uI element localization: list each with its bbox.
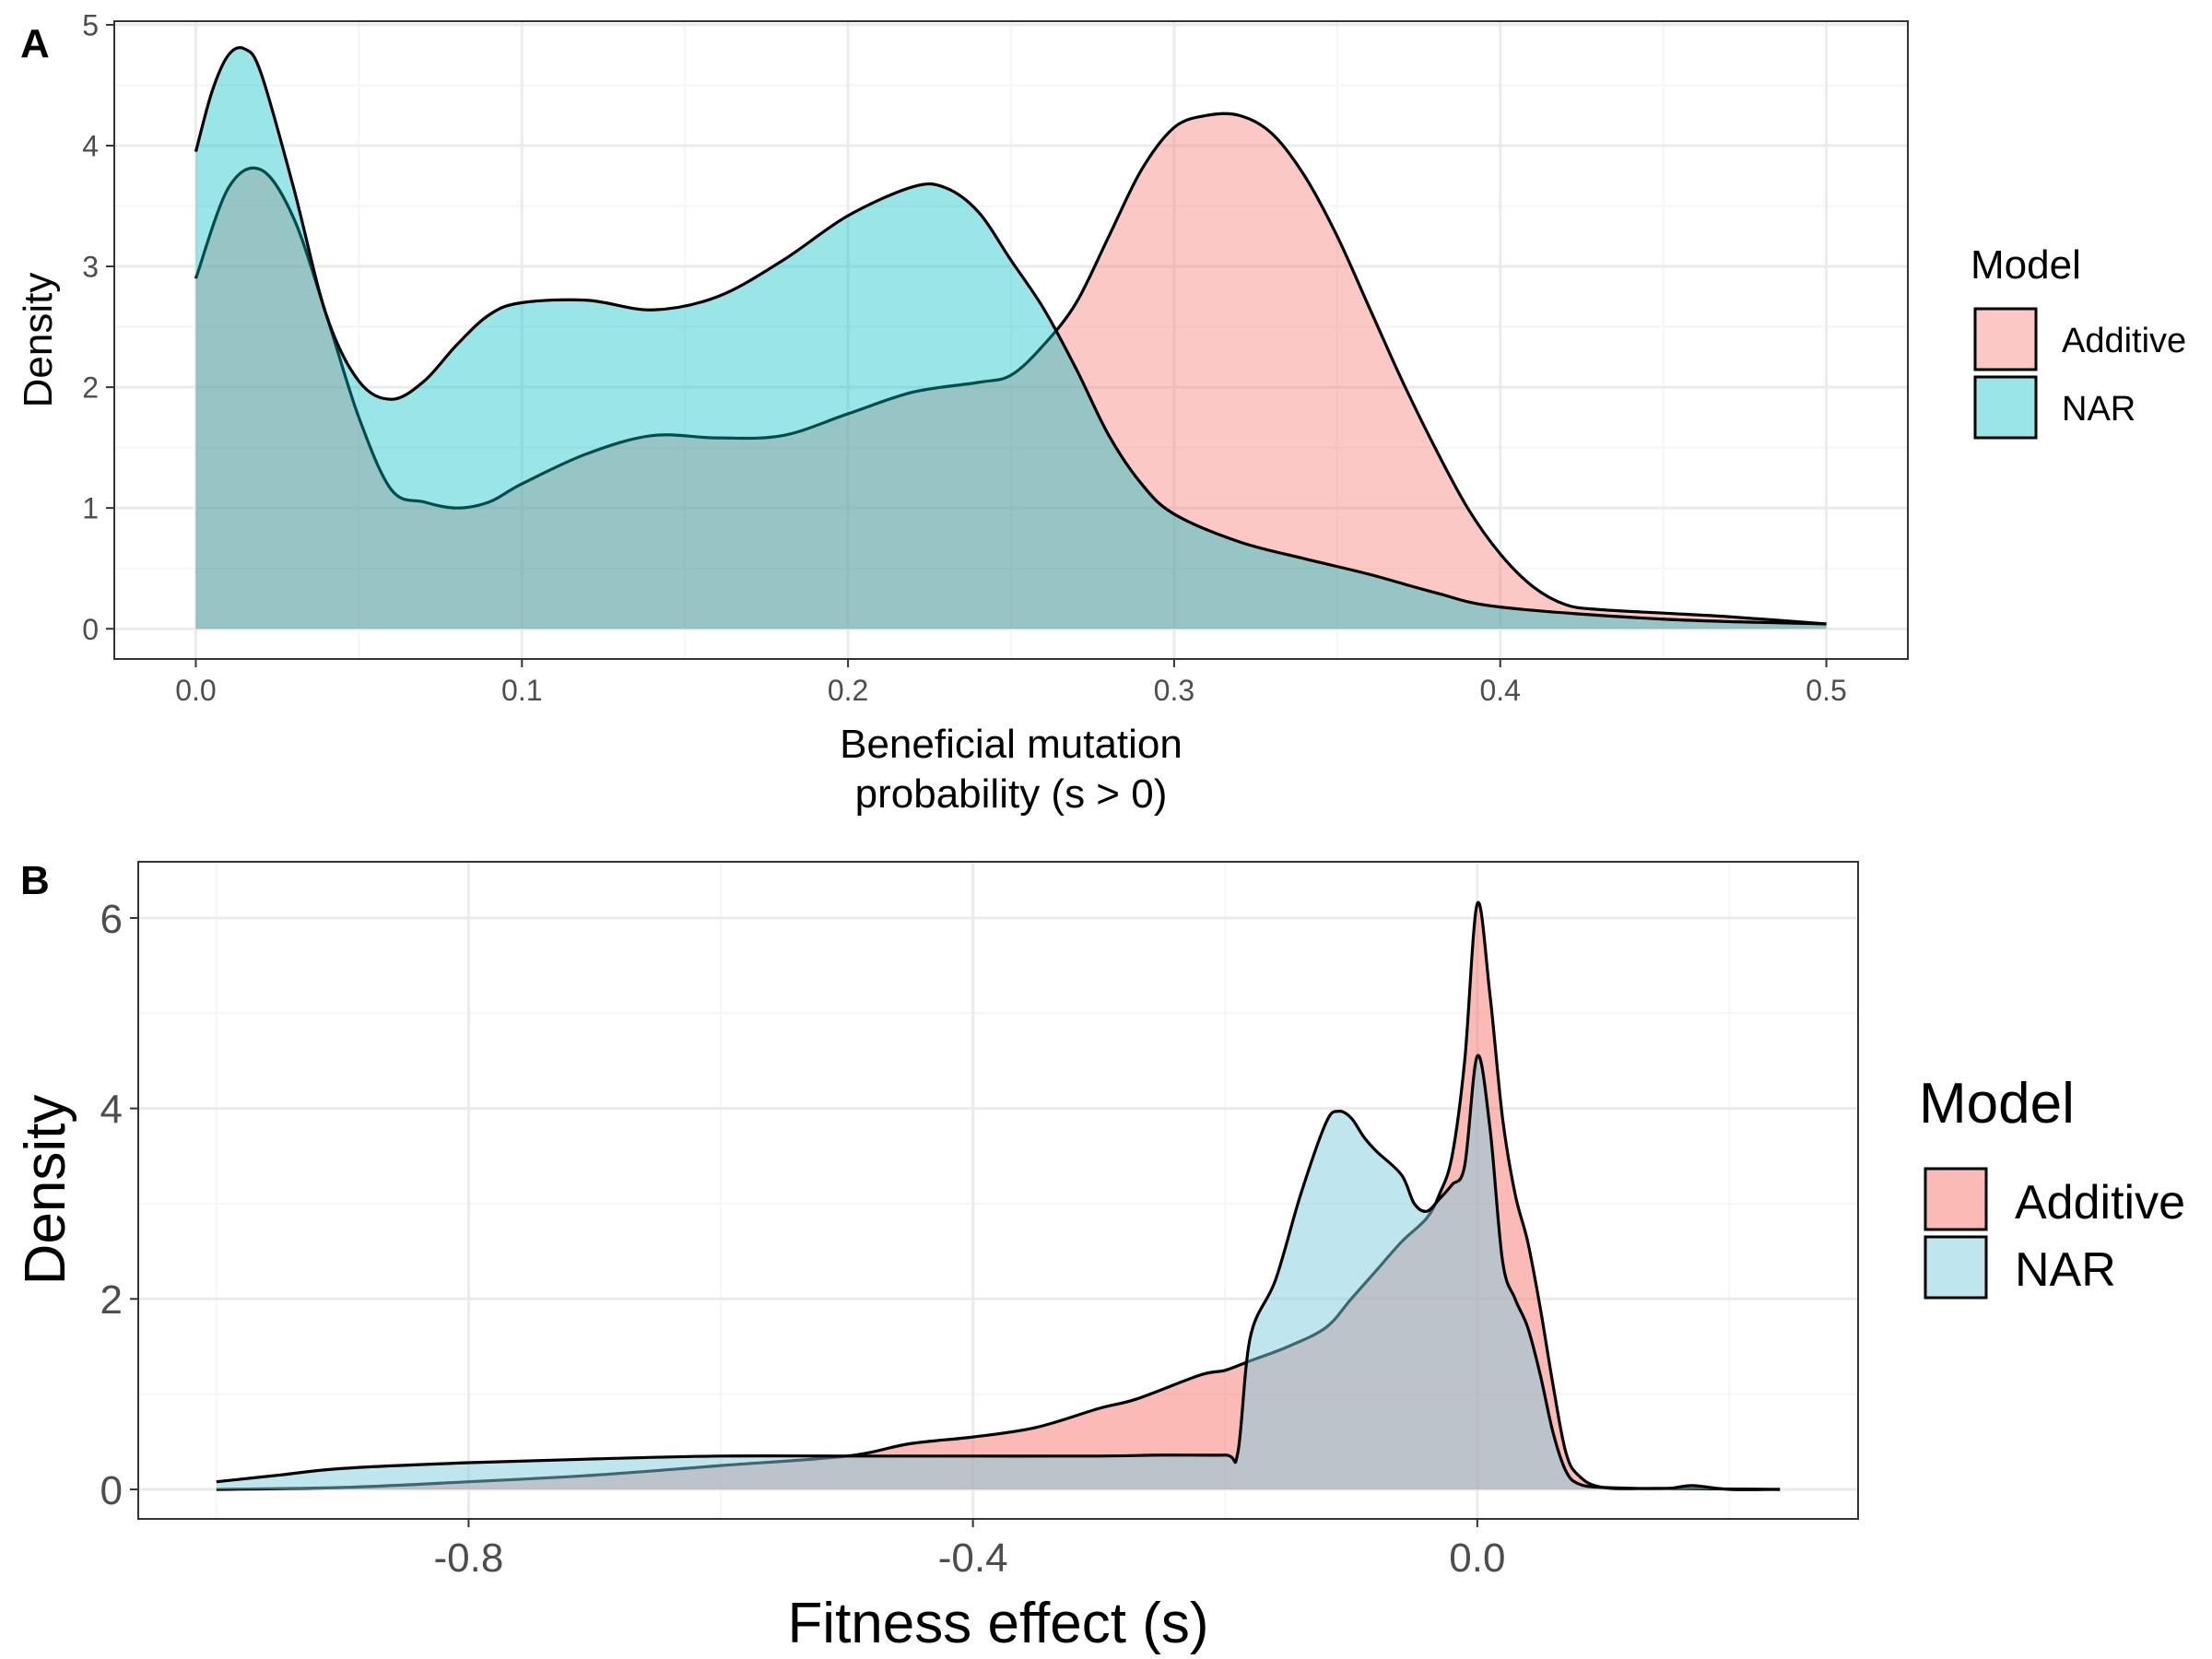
panel-a-x-tick-label-0: 0.0 — [175, 674, 216, 707]
panel-a-y-tick-label-2: 2 — [82, 371, 99, 405]
panel-b-plot-background — [138, 862, 1858, 1519]
panel-b-legend-title: Model — [1919, 1072, 2075, 1135]
panel-b-line-nar — [216, 1053, 1781, 1491]
panel-a-line-nar — [194, 46, 1827, 626]
panel-a-x-tick-label-2: 0.2 — [828, 674, 868, 707]
panel-a-y-axis: 0 1 2 3 4 5 — [82, 8, 114, 646]
panel-a-label: A — [20, 21, 50, 66]
panel-b-label: B — [20, 858, 50, 903]
panel-b-legend-key-nar — [1924, 1235, 1988, 1300]
panel-b-x-tick-label-0: -0.8 — [434, 1535, 504, 1581]
panel-b-y-tick-label-1: 2 — [100, 1277, 123, 1323]
panel-a-y-tick-label-5: 5 — [82, 8, 99, 41]
panel-a: A 0.0 0.1 0.2 0.3 0.4 0.5 0 1 2 3 4 5 Beneficial m… — [16, 8, 2186, 817]
panel-a-x-axis-title-line1: Beneficial mutation — [840, 722, 1182, 767]
panel-b-y-tick-label-3: 6 — [100, 897, 123, 942]
panel-a-y-tick-label-0: 0 — [82, 613, 99, 646]
panel-a-legend-key-additive — [1973, 307, 2038, 371]
panel-a-y-tick-label-1: 1 — [82, 492, 99, 525]
panel-b-y-tick-label-0: 0 — [100, 1468, 123, 1513]
panel-a-x-axis: 0.0 0.1 0.2 0.3 0.4 0.5 — [175, 659, 1847, 707]
panel-b-x-tick-label-2: 0.0 — [1449, 1535, 1505, 1581]
panel-b-x-axis-title: Fitness effect (s) — [787, 1592, 1208, 1655]
panel-b-x-axis: -0.8 -0.4 0.0 — [434, 1519, 1505, 1581]
panel-a-legend-title: Model — [1971, 242, 2081, 288]
panel-a-legend: Model Additive NAR — [1971, 242, 2186, 440]
panel-b-legend-label-additive: Additive — [2015, 1176, 2185, 1230]
panel-b-legend-key-additive — [1924, 1167, 1988, 1231]
panel-a-x-axis-title-line2: probability (s > 0) — [855, 771, 1168, 817]
panel-a-y-tick-label-4: 4 — [82, 130, 99, 163]
panel-a-y-tick-label-3: 3 — [82, 251, 99, 284]
panel-a-border — [113, 20, 1909, 660]
panel-b-legend: Model Additive NAR — [1919, 1072, 2185, 1300]
panel-b-x-tick-label-1: -0.4 — [938, 1535, 1008, 1581]
panel-a-density-areas — [194, 46, 1827, 629]
panel-a-area-nar — [195, 47, 1827, 629]
panel-a-x-tick-label-3: 0.3 — [1154, 674, 1194, 707]
panel-a-gridlines — [114, 21, 1908, 659]
panel-a-legend-label-nar: NAR — [2062, 390, 2136, 429]
panel-a-line-additive — [194, 112, 1827, 626]
panel-a-area-additive — [195, 113, 1827, 629]
panel-b-density-areas — [216, 900, 1781, 1491]
panel-a-x-tick-label-1: 0.1 — [501, 674, 542, 707]
panel-b-legend-label-nar: NAR — [2015, 1243, 2116, 1297]
panel-a-x-tick-label-5: 0.5 — [1806, 674, 1846, 707]
panel-a-legend-label-additive: Additive — [2062, 322, 2186, 360]
panel-a-legend-key-nar — [1973, 375, 2038, 440]
panel-a-x-tick-label-4: 0.4 — [1479, 674, 1520, 707]
panel-b-y-axis: 0 2 4 6 — [100, 897, 138, 1513]
panel-b: B -0.8 -0.4 0.0 0 2 4 6 Fitness effect (s) De… — [14, 858, 2185, 1655]
panel-b-y-tick-label-2: 4 — [100, 1087, 123, 1132]
panel-b-border — [137, 861, 1859, 1520]
panel-b-y-axis-title: Density — [14, 1095, 77, 1286]
panel-a-y-axis-title: Density — [16, 273, 61, 408]
